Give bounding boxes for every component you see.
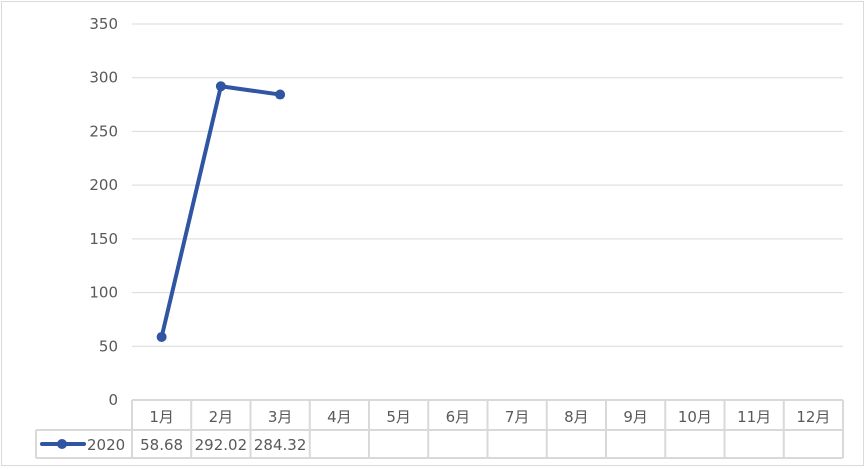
x-tick-label: 1月 xyxy=(149,408,174,426)
legend-marker xyxy=(57,439,67,449)
y-tick-label: 50 xyxy=(99,337,118,355)
legend-label: 2020 xyxy=(87,436,125,454)
y-tick-label: 250 xyxy=(89,122,118,140)
y-tick-label: 0 xyxy=(108,391,118,409)
x-tick-label: 6月 xyxy=(446,408,471,426)
x-tick-label: 4月 xyxy=(327,408,352,426)
data-table-value: 58.68 xyxy=(140,436,183,454)
data-point xyxy=(215,81,226,92)
y-tick-label: 100 xyxy=(89,284,118,302)
x-tick-label: 5月 xyxy=(386,408,411,426)
x-tick-label: 10月 xyxy=(678,408,712,426)
data-point xyxy=(275,89,286,100)
series-line xyxy=(159,84,283,339)
x-tick-label: 7月 xyxy=(505,408,530,426)
y-tick-label: 350 xyxy=(89,15,118,33)
x-tick-label: 9月 xyxy=(623,408,648,426)
y-tick-label: 200 xyxy=(89,176,118,194)
x-tick-label: 11月 xyxy=(737,408,771,426)
x-tick-label: 12月 xyxy=(796,408,830,426)
data-table-value: 292.02 xyxy=(195,436,248,454)
x-tick-label: 3月 xyxy=(268,408,293,426)
y-tick-label: 300 xyxy=(89,69,118,87)
x-tick-label: 2月 xyxy=(209,408,234,426)
data-table-value: 284.32 xyxy=(254,436,307,454)
data-point xyxy=(156,331,167,342)
x-tick-label: 8月 xyxy=(564,408,589,426)
y-tick-label: 150 xyxy=(89,230,118,248)
